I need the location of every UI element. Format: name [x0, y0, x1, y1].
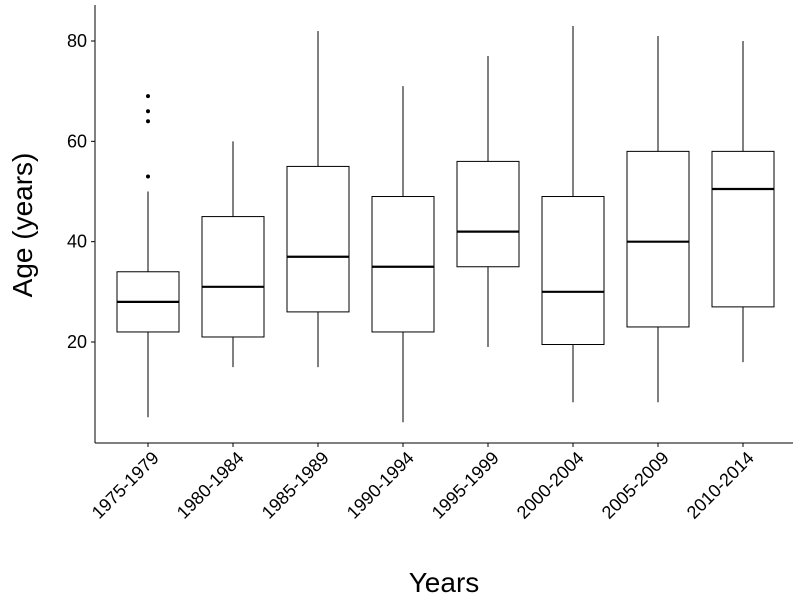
x-axis-ticks: 1975-1979 1980-1984 1985-1989 1990-1994 1995… — [88, 443, 758, 523]
box-iqr — [201, 216, 265, 338]
x-tick-label: 1980-1984 — [173, 448, 248, 523]
box-group-2010-2014 — [711, 41, 775, 363]
box-iqr — [371, 196, 435, 333]
box-group-2000-2004 — [541, 25, 605, 403]
outlier-point — [146, 109, 150, 114]
outlier-point — [146, 174, 150, 179]
plot-area — [116, 25, 775, 423]
x-tick-label: 2010-2014 — [683, 448, 758, 523]
x-tick-label: 1985-1989 — [258, 448, 333, 523]
box-iqr — [711, 150, 775, 308]
x-tick-label: 2005-2009 — [598, 448, 673, 523]
x-tick-label: 1975-1979 — [88, 448, 163, 523]
box-group-1985-1989 — [286, 30, 350, 368]
box-iqr — [541, 196, 605, 346]
box-group-1980-1984 — [201, 141, 265, 368]
x-tick-label: 1995-1999 — [428, 448, 503, 523]
y-tick-label: 80 — [67, 31, 87, 51]
box-iqr — [456, 160, 520, 268]
outlier-point — [146, 94, 150, 99]
x-tick-label: 1990-1994 — [343, 448, 418, 523]
y-tick-label: 20 — [67, 332, 87, 352]
y-tick-label: 40 — [67, 232, 87, 252]
box-group-1990-1994 — [371, 86, 435, 423]
box-iqr — [626, 150, 690, 328]
x-axis-title: Years — [409, 567, 480, 598]
outlier-point — [146, 119, 150, 124]
box-group-2005-2009 — [626, 35, 690, 403]
x-tick-label: 2000-2004 — [513, 448, 588, 523]
box-group-1975-1979 — [116, 94, 180, 418]
y-axis-ticks: 20 40 60 80 — [67, 31, 95, 352]
box-iqr — [286, 165, 350, 313]
y-tick-label: 60 — [67, 131, 87, 151]
y-axis-title: Age (years) — [7, 153, 38, 298]
box-group-1995-1999 — [456, 56, 520, 348]
